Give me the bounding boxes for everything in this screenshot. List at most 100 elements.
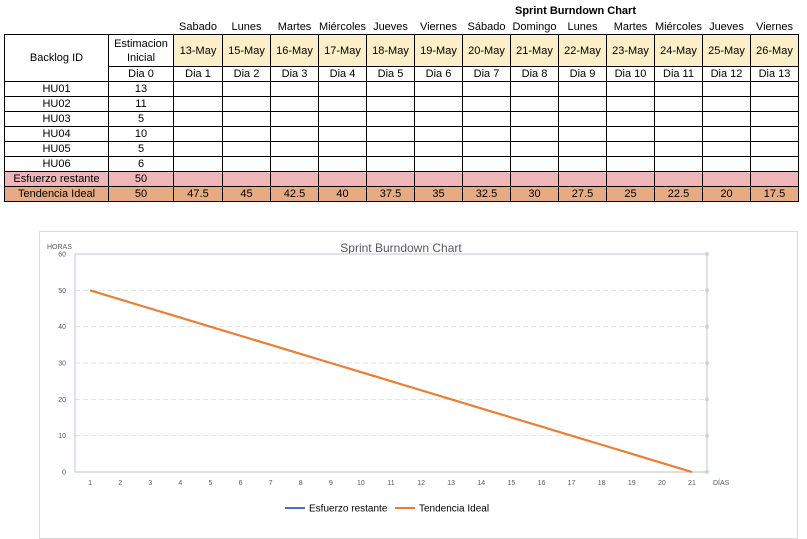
estimacion-header: Estimacion Inicial	[108, 34, 174, 67]
empty-cell	[318, 111, 367, 127]
empty-cell	[606, 126, 655, 142]
empty-cell	[414, 141, 463, 157]
burndown-chart: Sprint Burndown Chart 0 10 20 30 40 50 60 HORAS D…	[39, 231, 798, 539]
empty-cell	[606, 141, 655, 157]
empty-cell	[654, 81, 703, 97]
esfuerzo-row: Esfuerzo restante 50	[4, 171, 799, 187]
esfuerzo-value	[606, 171, 655, 187]
empty-cell	[414, 156, 463, 172]
empty-cell	[222, 96, 271, 112]
weekday-label: Sábado	[467, 20, 506, 33]
estimate-cell: 11	[108, 96, 174, 112]
ideal-value: 22.5	[654, 186, 703, 202]
x-tick-label: 12	[417, 480, 425, 487]
empty-cell	[414, 96, 463, 112]
empty-cell	[462, 111, 511, 127]
date-cell: 25-May	[702, 34, 751, 67]
esfuerzo-value	[318, 171, 367, 187]
empty-cell	[462, 81, 511, 97]
x-tick-label: 15	[507, 480, 515, 487]
weekday-label: Miércoles	[318, 20, 367, 33]
weekday-label: Jueves	[373, 20, 408, 33]
y-tick-label: 30	[58, 361, 66, 368]
x-tick-label: 6	[239, 480, 243, 487]
empty-cell	[654, 126, 703, 142]
x-tick-label: 4	[178, 480, 182, 487]
date-cell: 21-May	[510, 34, 559, 67]
x-tick-label: 7	[269, 480, 273, 487]
empty-cell	[462, 126, 511, 142]
empty-cell	[558, 111, 607, 127]
y-tick-label: 60	[58, 252, 66, 259]
empty-cell	[173, 96, 223, 112]
y-axis-title: HORAS	[47, 244, 72, 251]
date-cell: 19-May	[414, 34, 463, 67]
date-cell: 17-May	[318, 34, 367, 67]
backlog-id-cell: HU05	[4, 141, 109, 157]
table-row: HU02 11	[4, 96, 799, 112]
ideal-row: Tendencia Ideal 50 47.5 45 42.5 40 37.5 35 32.5 3…	[4, 186, 799, 202]
y-tick-label: 20	[58, 397, 66, 404]
empty-cell	[173, 156, 223, 172]
date-cell: 16-May	[270, 34, 319, 67]
empty-cell	[750, 96, 799, 112]
ideal-value: 35	[414, 186, 463, 202]
empty-cell	[750, 111, 799, 127]
empty-cell	[318, 126, 367, 142]
ideal-value: 27.5	[558, 186, 607, 202]
ideal-value: 47.5	[173, 186, 223, 202]
x-tick-label: 2	[118, 480, 122, 487]
esfuerzo-value	[702, 171, 751, 187]
empty-cell	[558, 96, 607, 112]
y-tick-label: 0	[62, 470, 66, 477]
empty-cell	[606, 111, 655, 127]
empty-cell	[510, 156, 559, 172]
empty-cell	[750, 126, 799, 142]
date-cell: 20-May	[462, 34, 511, 67]
blank-cell	[5, 19, 109, 35]
x-tick-label: 21	[688, 480, 696, 487]
legend-label: Tendencia Ideal	[419, 504, 489, 515]
esfuerzo-label: Esfuerzo restante	[4, 171, 109, 187]
weekday-label: Jueves	[709, 20, 744, 33]
esfuerzo-value	[222, 171, 271, 187]
day-label: Dia 3	[270, 66, 319, 82]
day-label: Dia 8	[510, 66, 559, 82]
empty-cell	[558, 156, 607, 172]
empty-cell	[222, 111, 271, 127]
empty-cell	[414, 111, 463, 127]
esfuerzo-value	[462, 171, 511, 187]
table-row: HU06 6	[4, 156, 799, 172]
x-tick-label: 19	[628, 480, 636, 487]
empty-cell	[558, 126, 607, 142]
ideal-value: 32.5	[462, 186, 511, 202]
x-tick-label: 5	[208, 480, 212, 487]
weekday-label: Lunes	[567, 20, 598, 33]
esfuerzo-value	[173, 171, 223, 187]
ideal-value: 50	[108, 186, 174, 202]
ideal-value: 40	[318, 186, 367, 202]
empty-cell	[510, 111, 559, 127]
x-tick-label: 13	[447, 480, 455, 487]
empty-cell	[462, 156, 511, 172]
date-cell: 13-May	[173, 34, 223, 67]
empty-cell	[222, 126, 271, 142]
weekday-label: Miércoles	[654, 20, 703, 33]
day-label: Dia 11	[654, 66, 703, 82]
esfuerzo-value: 50	[108, 171, 174, 187]
empty-cell	[366, 96, 415, 112]
empty-cell	[750, 81, 799, 97]
chart-title: Sprint Burndown Chart	[340, 241, 462, 255]
empty-cell	[414, 126, 463, 142]
x-tick-label: 16	[538, 480, 546, 487]
esfuerzo-value	[654, 171, 703, 187]
legend-label: Esfuerzo restante	[309, 504, 388, 515]
empty-cell	[510, 141, 559, 157]
empty-cell	[750, 141, 799, 157]
y-tick-label: 50	[58, 288, 66, 295]
ideal-value: 17.5	[750, 186, 799, 202]
empty-cell	[366, 156, 415, 172]
x-tick-label: 3	[148, 480, 152, 487]
empty-cell	[702, 81, 751, 97]
weekday-row: Sabado Lunes Martes Miércoles Jueves Viernes S…	[5, 19, 799, 35]
